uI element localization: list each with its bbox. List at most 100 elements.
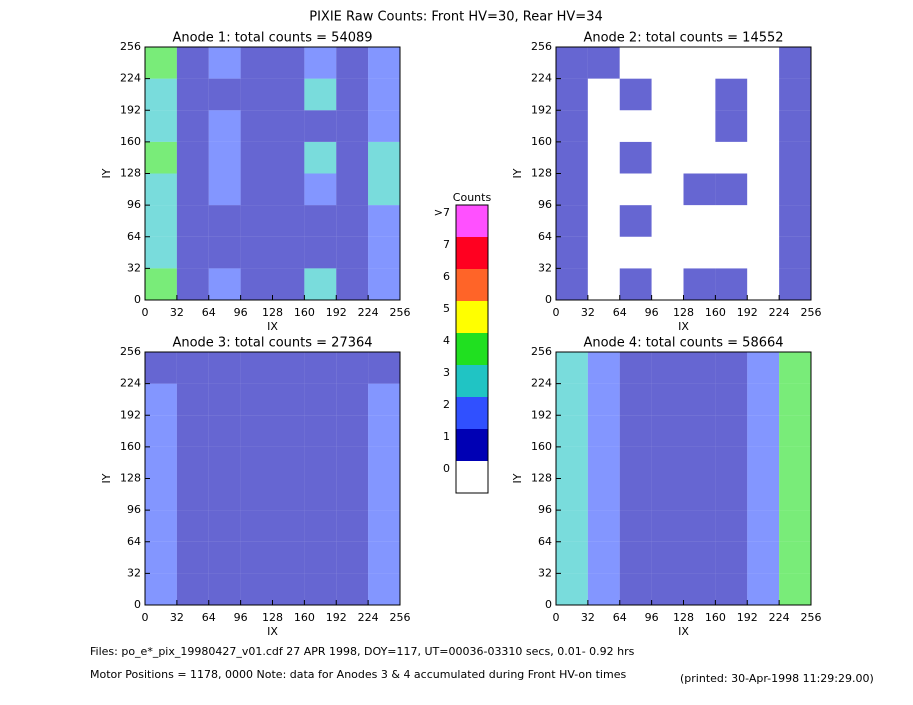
x-tick-label: 160	[294, 611, 315, 624]
heat-cell	[556, 47, 588, 79]
x-tick-label: 32	[581, 306, 595, 319]
x-tick-label: 160	[705, 611, 726, 624]
heat-cell	[368, 446, 400, 479]
colorbar-label: 1	[443, 430, 450, 443]
y-tick-label: 128	[531, 167, 552, 180]
footer-printed: (printed: 30-Apr-1998 11:29:29.00)	[680, 672, 874, 685]
footer-motor: Motor Positions = 1178, 0000 Note: data …	[90, 668, 626, 681]
x-tick-label: 32	[170, 306, 184, 319]
heat-cell	[747, 141, 780, 174]
heat-cell	[779, 110, 811, 142]
heat-cell	[651, 573, 684, 605]
heat-cell	[240, 268, 273, 300]
heat-cell	[368, 110, 400, 142]
colorbar-box	[456, 205, 488, 237]
heat-cell	[587, 47, 620, 79]
heat-cell	[145, 268, 177, 300]
y-tick-label: 128	[531, 472, 552, 485]
heat-cell	[176, 510, 209, 542]
heat-cell	[304, 478, 337, 511]
y-tick-label: 64	[127, 535, 141, 548]
colorbar-label: 0	[443, 462, 450, 475]
heat-cell	[747, 47, 780, 79]
heat-cell	[336, 446, 369, 479]
heat-cell	[715, 415, 748, 447]
x-tick-label: 64	[202, 611, 216, 624]
heat-cell	[176, 268, 209, 300]
x-tick-label: 64	[613, 306, 627, 319]
heat-cell	[304, 78, 337, 111]
colorbar-box	[456, 333, 488, 365]
heat-cell	[336, 510, 369, 542]
heat-cell	[336, 78, 369, 111]
y-tick-label: 256	[120, 345, 141, 358]
heat-cell	[208, 446, 241, 479]
heat-cell	[651, 510, 684, 542]
heat-cell	[683, 352, 716, 384]
heat-cell	[272, 383, 305, 416]
heat-cell	[145, 47, 177, 79]
y-tick-label: 96	[538, 503, 552, 516]
heat-cell	[145, 352, 177, 384]
heat-cell	[651, 415, 684, 447]
heat-cell	[145, 383, 177, 416]
y-tick-label: 192	[120, 103, 141, 116]
x-tick-label: 32	[581, 611, 595, 624]
heat-cell	[683, 78, 716, 111]
heat-cell	[683, 236, 716, 269]
heat-cell	[651, 268, 684, 300]
heat-cell	[208, 510, 241, 542]
heat-cell	[683, 173, 716, 206]
heat-cell	[272, 352, 305, 384]
x-tick-label: 128	[673, 611, 694, 624]
heat-cell	[587, 415, 620, 447]
heat-cell	[368, 268, 400, 300]
y-tick-label: 160	[120, 135, 141, 148]
x-tick-label: 256	[390, 306, 411, 319]
heat-cell	[145, 205, 177, 237]
x-tick-label: 224	[769, 611, 790, 624]
heat-cell	[240, 205, 273, 237]
y-tick-label: 32	[127, 261, 141, 274]
heat-cell	[556, 268, 588, 300]
heat-cell	[619, 236, 652, 269]
x-tick-label: 96	[234, 611, 248, 624]
panel-title: Anode 4: total counts = 58664	[583, 336, 783, 351]
heat-cell	[304, 205, 337, 237]
heat-cell	[176, 236, 209, 269]
heat-cell	[272, 268, 305, 300]
y-tick-label: 160	[531, 440, 552, 453]
y-tick-label: 192	[531, 103, 552, 116]
heat-cell	[240, 110, 273, 142]
heat-cell	[208, 78, 241, 111]
heat-cell	[304, 383, 337, 416]
heat-cell	[208, 541, 241, 574]
heat-cell	[304, 446, 337, 479]
heat-cell	[779, 573, 811, 605]
heat-cell	[619, 141, 652, 174]
colorbar-title: Counts	[453, 191, 492, 204]
heat-cell	[336, 47, 369, 79]
x-tick-label: 0	[142, 306, 149, 319]
heat-cell	[336, 352, 369, 384]
heat-cell	[304, 110, 337, 142]
heat-cell	[556, 478, 588, 511]
x-tick-label: 0	[553, 611, 560, 624]
heat-cell	[683, 383, 716, 416]
heat-cell	[779, 352, 811, 384]
heat-cell	[619, 268, 652, 300]
heat-cell	[272, 446, 305, 479]
y-tick-label: 64	[538, 230, 552, 243]
heat-cell	[304, 173, 337, 206]
heat-cell	[779, 383, 811, 416]
heat-cell	[715, 268, 748, 300]
heat-cell	[651, 78, 684, 111]
x-tick-label: 64	[202, 306, 216, 319]
heat-cell	[368, 47, 400, 79]
heat-cell	[176, 478, 209, 511]
heat-cell	[145, 110, 177, 142]
heat-cell	[240, 541, 273, 574]
x-tick-label: 96	[645, 306, 659, 319]
y-tick-label: 256	[120, 40, 141, 53]
heat-cell	[272, 141, 305, 174]
